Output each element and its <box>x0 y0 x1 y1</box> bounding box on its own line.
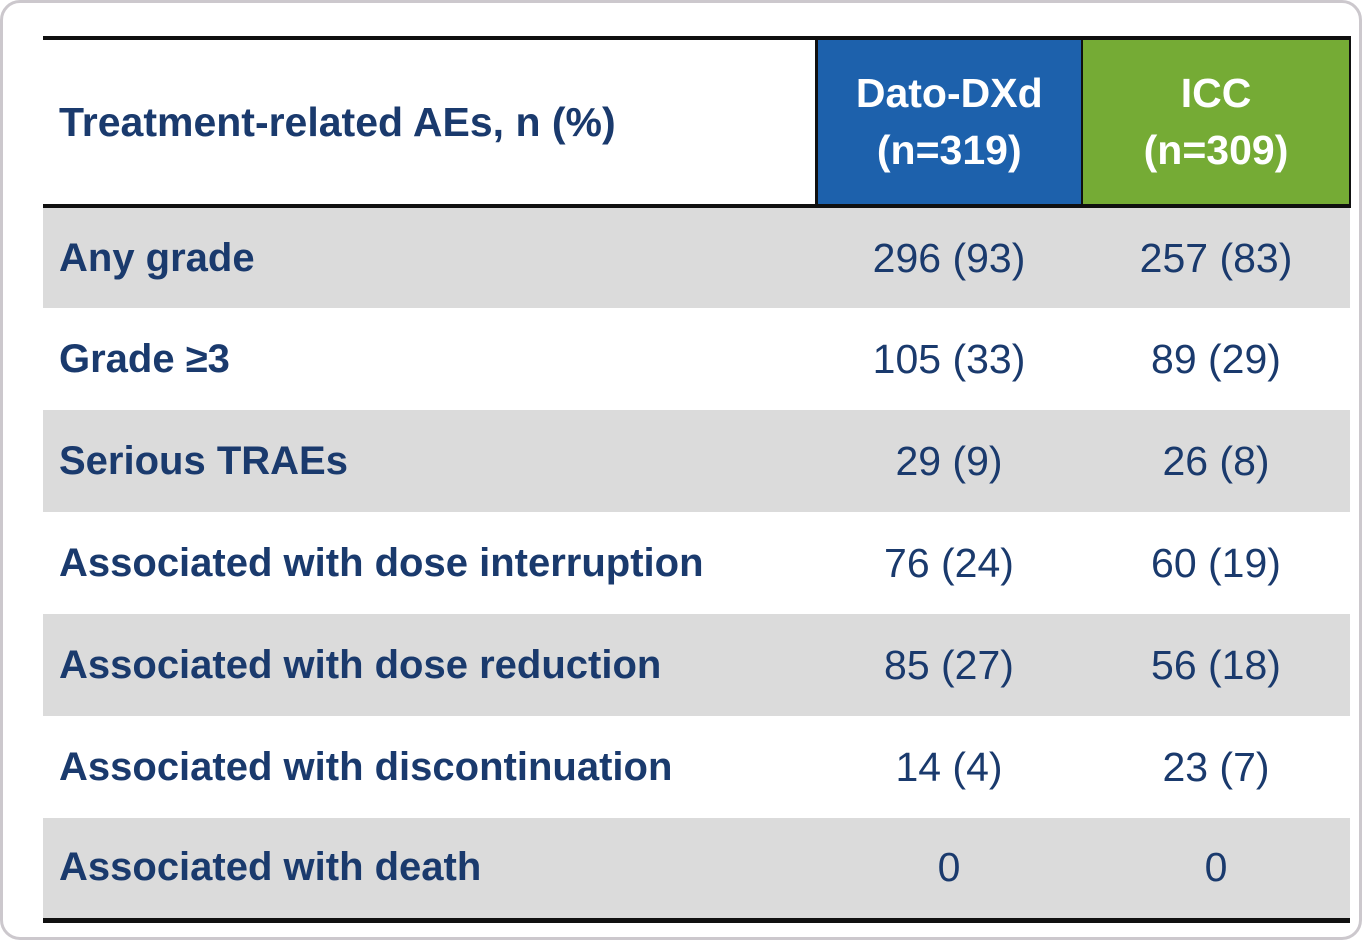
row-label: Associated with death <box>59 845 482 890</box>
column-header-dato-dxd: Dato-DXd (n=319) <box>814 38 1083 208</box>
table-row: Any grade 296 (93) 257 (83) <box>43 206 1350 308</box>
table-title-cell: Treatment-related AEs, n (%) <box>43 38 816 208</box>
icc-value: 257 (83) <box>1139 234 1293 281</box>
icc-value: 0 <box>1204 844 1228 891</box>
dato-dxd-value: 14 (4) <box>895 743 1003 790</box>
dato-dxd-value: 76 (24) <box>884 539 1014 586</box>
icc-value: 23 (7) <box>1162 743 1270 790</box>
dato-dxd-value: 0 <box>937 844 961 891</box>
dato-dxd-value: 296 (93) <box>872 234 1026 281</box>
table-row: Serious TRAEs 29 (9) 26 (8) <box>43 410 1350 512</box>
table-title: Treatment-related AEs, n (%) <box>59 98 616 145</box>
table-row: Associated with dose reduction 85 (27) 5… <box>43 614 1350 716</box>
icc-value: 56 (18) <box>1151 641 1281 688</box>
row-label: Associated with dose interruption <box>59 540 704 585</box>
row-label: Grade ≥3 <box>59 336 230 381</box>
row-label: Serious TRAEs <box>59 438 348 483</box>
table-row: Associated with discontinuation 14 (4) 2… <box>43 716 1350 818</box>
row-label: Associated with discontinuation <box>59 744 673 789</box>
table-row: Associated with dose interruption 76 (24… <box>43 512 1350 614</box>
icc-drug-name: ICC <box>1180 69 1252 116</box>
header-row: Treatment-related AEs, n (%) Dato-DXd (n… <box>43 38 1351 208</box>
row-label: Associated with dose reduction <box>59 642 662 687</box>
icc-value: 60 (19) <box>1151 539 1281 586</box>
dato-dxd-value: 85 (27) <box>884 641 1014 688</box>
row-label: Any grade <box>59 235 255 280</box>
icc-value: 89 (29) <box>1151 335 1281 382</box>
icc-n-count: (n=309) <box>1143 127 1289 173</box>
table-row: Associated with death 0 0 <box>43 818 1350 920</box>
table-row: Grade ≥3 105 (33) 89 (29) <box>43 308 1350 410</box>
column-header-icc: ICC (n=309) <box>1082 38 1351 208</box>
icc-value: 26 (8) <box>1162 437 1270 484</box>
dato-dxd-n-count: (n=319) <box>876 127 1022 173</box>
dato-dxd-value: 105 (33) <box>872 335 1026 382</box>
dato-dxd-value: 29 (9) <box>895 437 1003 484</box>
treatment-related-aes-table: Treatment-related AEs, n (%) Dato-DXd (n… <box>43 36 1351 923</box>
dato-dxd-drug-name: Dato-DXd <box>855 69 1043 116</box>
